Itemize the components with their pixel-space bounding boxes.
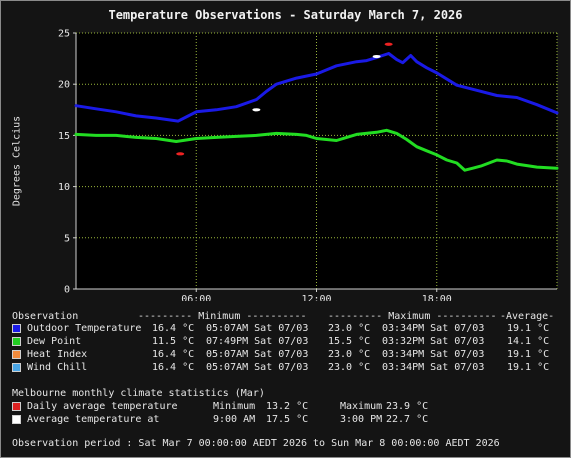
legend-min-time: 05:07AM Sat 07/03 (206, 323, 309, 334)
legend-max-value: 23.0 °C (328, 323, 371, 334)
climate-marker (384, 42, 393, 46)
y-tick-label: 20 (58, 80, 70, 91)
y-tick-label: 25 (58, 29, 70, 40)
legend-average: 19.1 °C (507, 362, 550, 373)
legend-series-name: Wind Chill (27, 362, 88, 373)
legend-max-time: 03:32PM Sat 07/03 (382, 336, 485, 347)
legend-max-value: 23.0 °C (328, 349, 371, 360)
legend-average: 19.1 °C (507, 323, 550, 334)
climate-maximum-label: Maximum (340, 401, 383, 412)
climate-time2-label: 3:00 PM (340, 414, 383, 425)
legend-header-maximum: --------- Maximum ---------- (328, 311, 497, 322)
legend-max-time: 03:34PM Sat 07/03 (382, 362, 485, 373)
legend-min-time: 05:07AM Sat 07/03 (206, 362, 309, 373)
legend-min-value: 16.4 °C (152, 323, 195, 334)
climate-minimum-value: 13.2 °C (266, 401, 309, 412)
chart-title: Temperature Observations - Saturday Marc… (108, 8, 463, 22)
legend-header-minimum: --------- Minimum ---------- (138, 311, 307, 322)
legend-min-time: 05:07AM Sat 07/03 (206, 349, 309, 360)
climate-swatch (12, 415, 21, 424)
climate-maximum-value: 23.9 °C (386, 401, 429, 412)
legend-max-value: 23.0 °C (328, 362, 371, 373)
climate-marker (372, 54, 381, 59)
climate-swatch (12, 402, 21, 411)
temperature-chart: 0 5 10 15 20 25 06:00 12:00 18:00 (58, 29, 559, 301)
legend-average: 14.1 °C (507, 336, 550, 347)
x-tick-label: 12:00 (301, 294, 331, 301)
legend-min-time: 07:49PM Sat 07/03 (206, 336, 309, 347)
y-tick-label: 15 (58, 131, 70, 142)
legend-header-average: -Average- (500, 311, 555, 322)
x-tick-label: 18:00 (422, 294, 452, 301)
series-lines (74, 52, 559, 172)
legend-min-value: 16.4 °C (152, 362, 195, 373)
series-line-dew-point (74, 128, 559, 172)
legend-min-value: 16.4 °C (152, 349, 195, 360)
axes: 0 5 10 15 20 25 06:00 12:00 18:00 (58, 29, 557, 301)
legend-average: 19.1 °C (507, 349, 550, 360)
climate-marker (176, 152, 185, 156)
legend-swatch (12, 324, 21, 333)
plot-area (76, 33, 557, 289)
climate-marker (252, 108, 261, 112)
y-tick-label: 0 (64, 285, 70, 296)
y-tick-label: 10 (58, 182, 70, 193)
series-line-outdoor-temperature (74, 52, 559, 123)
climate-time1-label: 9:00 AM (213, 414, 256, 425)
climate-minimum-label: Minimum (213, 401, 256, 412)
legend-series-name: Outdoor Temperature (27, 323, 142, 334)
climate-time2-value: 22.7 °C (386, 414, 429, 425)
legend-header-observation: Observation (12, 311, 79, 322)
climate-daily-average-label: Daily average temperature (27, 401, 178, 412)
legend-swatch (12, 337, 21, 346)
legend-series-name: Dew Point (27, 336, 82, 347)
climate-markers (176, 42, 393, 156)
legend-max-time: 03:34PM Sat 07/03 (382, 349, 485, 360)
legend-min-value: 11.5 °C (152, 336, 195, 347)
legend-swatch (12, 363, 21, 372)
observation-period: Observation period : Sat Mar 7 00:00:00 … (12, 438, 500, 449)
climate-average-at-label: Average temperature at (27, 414, 160, 425)
legend-series-name: Heat Index (27, 349, 88, 360)
legend-swatch (12, 350, 21, 359)
legend-max-value: 15.5 °C (328, 336, 371, 347)
x-tick-label: 06:00 (181, 294, 211, 301)
grid-lines (76, 32, 558, 289)
legend-max-time: 03:34PM Sat 07/03 (382, 323, 485, 334)
climate-time1-value: 17.5 °C (266, 414, 309, 425)
y-tick-label: 5 (64, 233, 70, 244)
climate-title: Melbourne monthly climate statistics (Ma… (12, 388, 265, 399)
